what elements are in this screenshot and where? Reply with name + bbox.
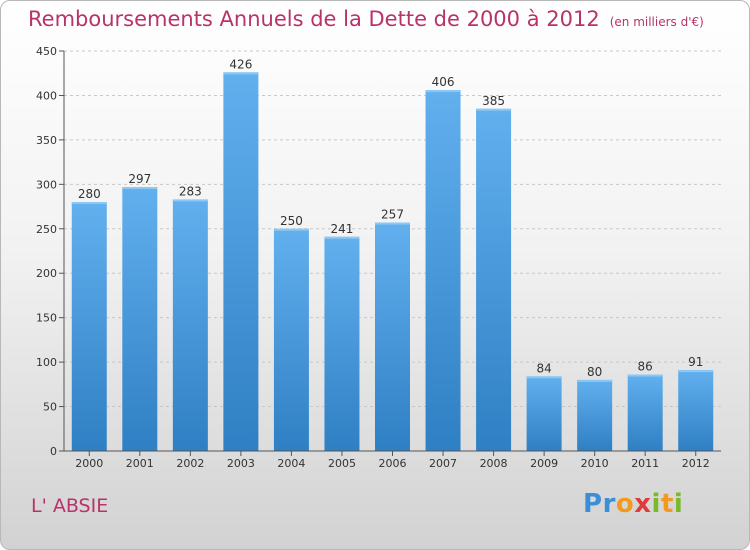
bar [678,370,714,451]
logo-letter: r [602,489,616,519]
data-label: 257 [381,208,404,222]
data-label: 297 [128,172,151,186]
bar [71,202,107,451]
chart-title: Remboursements Annuels de la Dette de 20… [28,7,704,31]
x-tick-label: 2010 [581,457,609,470]
data-label: 86 [638,360,653,374]
x-tick-label: 2004 [277,457,305,470]
bar-highlight [526,376,562,379]
proxiti-logo: Proxiti [583,489,683,519]
x-axis: 2000 2001 2002 2003 2004 2005 2006 2007 2008 2009… [64,450,721,470]
y-tick-label: 250 [36,223,57,236]
bar-highlight [324,236,360,239]
data-label: 241 [331,222,354,236]
bar [273,228,309,451]
bar [324,236,360,451]
bar-highlight [375,222,410,225]
y-tick-label: 150 [36,312,57,325]
y-tick-label: 350 [36,134,57,147]
y-axis: 0 50 100 150 200 250 300 350 400 450 [36,45,65,458]
x-tick-label: 2003 [227,457,255,470]
logo-letter: i [673,489,684,519]
bar [577,379,613,451]
bar [375,222,410,451]
chart-title-text: Remboursements Annuels de la Dette de 20… [28,7,600,31]
data-label: 280 [78,187,101,201]
bar [425,90,461,451]
bar [526,376,562,451]
y-tick-label: 50 [43,401,57,414]
data-label: 91 [688,355,703,369]
place-name: L' ABSIE [31,495,109,517]
chart-subtitle: (en milliers d'€) [609,15,704,29]
bar-highlight [172,199,208,202]
bar-highlight [678,370,714,373]
bar-highlight [122,187,158,189]
bar-highlight [425,90,461,93]
data-label: 84 [536,361,551,375]
bar [627,374,663,451]
data-label: 406 [432,75,455,89]
logo-letter: t [660,489,674,519]
x-tick-label: 2006 [379,457,407,470]
data-label: 80 [587,365,602,379]
bar-highlight [273,228,309,231]
bar [122,187,158,451]
bar [172,199,208,451]
bar-highlight [577,379,613,382]
bar [476,108,512,452]
x-tick-label: 2007 [429,457,457,470]
logo-letter: o [615,489,635,519]
x-tick-label: 2000 [75,457,103,470]
bar [223,72,259,451]
y-tick-label: 200 [36,267,57,280]
data-label: 426 [229,57,252,71]
bar-highlight [476,108,512,111]
y-tick-label: 100 [36,356,57,369]
data-label: 283 [179,184,202,198]
y-tick-label: 400 [36,89,57,102]
logo-letter: P [583,489,603,519]
logo-letter: i [651,489,661,519]
x-tick-label: 2001 [126,457,154,470]
x-tick-label: 2008 [480,457,508,470]
y-tick-label: 300 [36,178,57,191]
x-tick-label: 2012 [682,457,710,470]
x-tick-label: 2011 [631,457,659,470]
data-label: 385 [482,94,505,108]
bar-series: 280 297 283 426 250 241 257 406 385 84 80 86 91 [71,57,714,452]
data-label: 250 [280,214,303,228]
bar-highlight [71,202,107,205]
bar-highlight [627,374,663,377]
x-tick-label: 2002 [176,457,204,470]
y-tick-label: 450 [36,45,57,58]
y-tick-label: 0 [50,445,57,458]
logo-letter: x [634,489,652,519]
x-tick-label: 2009 [530,457,558,470]
x-tick-label: 2005 [328,457,356,470]
bar-highlight [223,72,259,75]
